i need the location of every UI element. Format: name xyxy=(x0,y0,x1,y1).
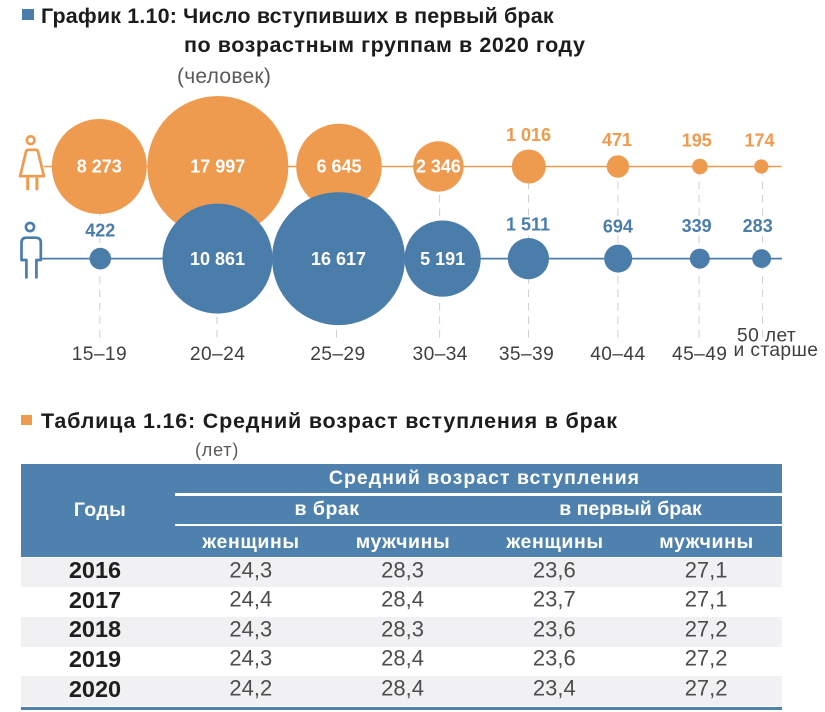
svg-text:422: 422 xyxy=(85,221,115,241)
svg-text:195: 195 xyxy=(682,131,712,151)
svg-text:1 016: 1 016 xyxy=(506,125,551,145)
svg-text:339: 339 xyxy=(682,216,712,236)
svg-text:15–19: 15–19 xyxy=(72,344,127,365)
svg-text:45–49: 45–49 xyxy=(672,344,727,365)
svg-text:283: 283 xyxy=(743,216,773,236)
svg-text:174: 174 xyxy=(744,131,774,151)
svg-text:2 346: 2 346 xyxy=(416,156,461,176)
svg-text:и старше: и старше xyxy=(734,340,819,361)
svg-text:35–39: 35–39 xyxy=(499,344,554,365)
svg-text:17 997: 17 997 xyxy=(190,156,245,176)
svg-text:10 861: 10 861 xyxy=(190,249,245,269)
svg-text:25–29: 25–29 xyxy=(310,344,365,365)
svg-text:16 617: 16 617 xyxy=(311,249,366,269)
svg-text:6 645: 6 645 xyxy=(316,156,361,176)
svg-text:1 511: 1 511 xyxy=(506,215,550,235)
svg-text:40–44: 40–44 xyxy=(590,344,645,365)
svg-text:30–34: 30–34 xyxy=(413,344,468,365)
svg-text:5 191: 5 191 xyxy=(420,249,465,269)
svg-text:471: 471 xyxy=(602,130,632,150)
svg-text:694: 694 xyxy=(603,216,633,236)
svg-text:20–24: 20–24 xyxy=(190,344,245,365)
svg-text:50 лет: 50 лет xyxy=(737,326,796,347)
svg-text:8 273: 8 273 xyxy=(77,156,122,176)
